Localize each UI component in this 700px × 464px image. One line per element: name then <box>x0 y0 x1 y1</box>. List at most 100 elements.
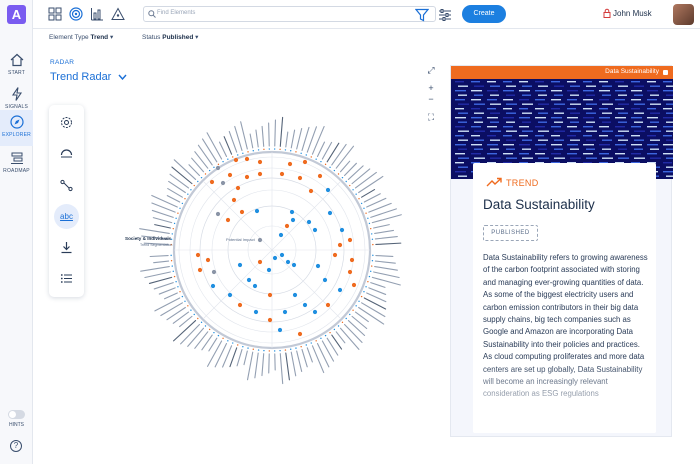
radar-trend-label[interactable] <box>373 271 400 279</box>
radar-trend-label[interactable] <box>290 351 297 377</box>
trend-dot[interactable] <box>277 327 283 333</box>
radar-trend-label[interactable] <box>344 162 357 177</box>
radar-trend-label[interactable] <box>171 166 193 185</box>
radar-trend-label[interactable] <box>285 131 289 148</box>
radar-trend-label[interactable] <box>154 297 181 312</box>
trend-dot[interactable] <box>252 283 258 289</box>
radar-trend-label[interactable] <box>371 276 401 286</box>
trend-dot[interactable] <box>327 210 333 216</box>
radar-trend-label[interactable] <box>236 349 243 367</box>
radar-trend-label[interactable] <box>246 351 254 381</box>
radar-trend-label[interactable] <box>316 141 326 158</box>
radar-trend-label[interactable] <box>194 331 209 349</box>
trend-dot[interactable] <box>215 211 221 217</box>
trend-dot[interactable] <box>325 302 331 308</box>
radar-trend-label[interactable] <box>326 337 339 356</box>
radar-trend-label[interactable] <box>358 175 384 194</box>
radar-trend-label[interactable] <box>375 242 402 246</box>
trend-dot[interactable] <box>210 283 216 289</box>
settings-tool[interactable] <box>54 110 79 135</box>
radar-trend-label[interactable] <box>366 292 387 303</box>
radar-trend-label[interactable] <box>172 319 197 342</box>
radar-trend-label[interactable] <box>214 342 228 368</box>
radar-trend-label[interactable] <box>285 352 290 381</box>
radar-trend-label[interactable] <box>335 331 346 344</box>
trend-dot[interactable] <box>282 309 288 315</box>
trend-dot[interactable] <box>257 171 263 177</box>
nav-item-roadmap[interactable]: ROADMAP <box>0 146 33 182</box>
radar-trend-label[interactable] <box>229 347 238 368</box>
nav-item-start[interactable]: START <box>0 48 33 84</box>
app-logo[interactable]: A <box>7 5 26 24</box>
trend-dot[interactable] <box>266 267 272 273</box>
trend-dot[interactable] <box>325 187 331 193</box>
trend-dot[interactable] <box>278 232 284 238</box>
radar-trend-label[interactable] <box>144 271 171 279</box>
radar-trend-label[interactable] <box>167 188 183 198</box>
radar-trend-label[interactable] <box>261 125 265 147</box>
trend-dot[interactable] <box>302 159 308 165</box>
trend-dot[interactable] <box>285 259 291 265</box>
fit-view-icon[interactable]: ⛶ <box>427 112 435 122</box>
radar-trend-label[interactable] <box>374 229 394 235</box>
radar-trend-label[interactable] <box>243 350 248 366</box>
radar-trend-label[interactable] <box>368 202 392 213</box>
radar-trend-label[interactable] <box>339 327 360 350</box>
trend-dot[interactable] <box>312 227 318 233</box>
radar-trend-label[interactable] <box>351 168 371 185</box>
radar-trend-label[interactable] <box>201 138 218 163</box>
radar-trend-label[interactable] <box>306 347 313 363</box>
trend-dot[interactable] <box>209 179 215 185</box>
radar-trend-label[interactable] <box>197 144 213 166</box>
panel-header[interactable]: Data Sustainability <box>451 66 673 79</box>
radar-trend-label[interactable] <box>255 129 259 148</box>
radar-trend-label[interactable] <box>279 353 284 385</box>
create-button[interactable]: Create <box>462 5 506 23</box>
sliders-icon[interactable] <box>438 8 452 22</box>
radar-trend-label[interactable] <box>290 129 296 149</box>
radar-trend-label[interactable] <box>335 145 355 169</box>
radar-trend-label[interactable] <box>154 224 171 229</box>
trend-dot[interactable] <box>267 292 273 298</box>
trend-dot[interactable] <box>257 237 263 243</box>
filter-status[interactable]: Status Published ▾ <box>142 33 198 41</box>
radar-trend-label[interactable] <box>240 121 248 150</box>
radar-trend-label[interactable] <box>179 315 193 328</box>
radar-trend-label[interactable] <box>151 194 178 208</box>
filter-element-type[interactable]: Element Type Trend ▾ <box>49 33 113 41</box>
grid-view-icon[interactable] <box>48 7 62 21</box>
nav-item-explorer[interactable]: EXPLORER <box>0 110 33 146</box>
radar-trend-label[interactable] <box>153 282 174 290</box>
radar-trend-label[interactable] <box>158 287 176 295</box>
radar-trend-label[interactable] <box>363 297 387 310</box>
trend-dot[interactable] <box>302 302 308 308</box>
radar-trend-label[interactable] <box>172 311 190 324</box>
radar-trend-label[interactable] <box>180 323 200 345</box>
trend-dot[interactable] <box>279 171 285 177</box>
radar-trend-label[interactable] <box>194 151 209 169</box>
radar-trend-label[interactable] <box>363 193 381 203</box>
trend-dot[interactable] <box>225 217 231 223</box>
trend-dot[interactable] <box>291 262 297 268</box>
radar-selector[interactable]: Trend Radar <box>50 71 127 83</box>
radar-trend-label[interactable] <box>374 260 396 264</box>
trend-dot[interactable] <box>231 197 237 203</box>
trend-dot[interactable] <box>205 257 211 263</box>
trend-dot[interactable] <box>339 227 345 233</box>
trend-dot[interactable] <box>306 219 312 225</box>
radar-trend-label[interactable] <box>151 209 174 218</box>
radar-trend-label[interactable] <box>166 195 181 203</box>
radar-trend-label[interactable] <box>375 254 394 257</box>
radar-trend-label[interactable] <box>361 189 376 198</box>
trend-dot[interactable] <box>351 282 357 288</box>
trend-dot[interactable] <box>337 287 343 293</box>
radar-trend-label[interactable] <box>173 159 197 181</box>
radar-trend-label[interactable] <box>373 224 390 229</box>
radar-trend-label[interactable] <box>206 132 223 160</box>
nav-item-signals[interactable]: SIGNALS <box>0 82 33 118</box>
trend-dot[interactable] <box>227 172 233 178</box>
trend-dot[interactable] <box>315 263 321 269</box>
radar-trend-label[interactable] <box>326 142 340 163</box>
radar-trend-label[interactable] <box>148 276 173 284</box>
radar-trend-label[interactable] <box>366 197 387 208</box>
